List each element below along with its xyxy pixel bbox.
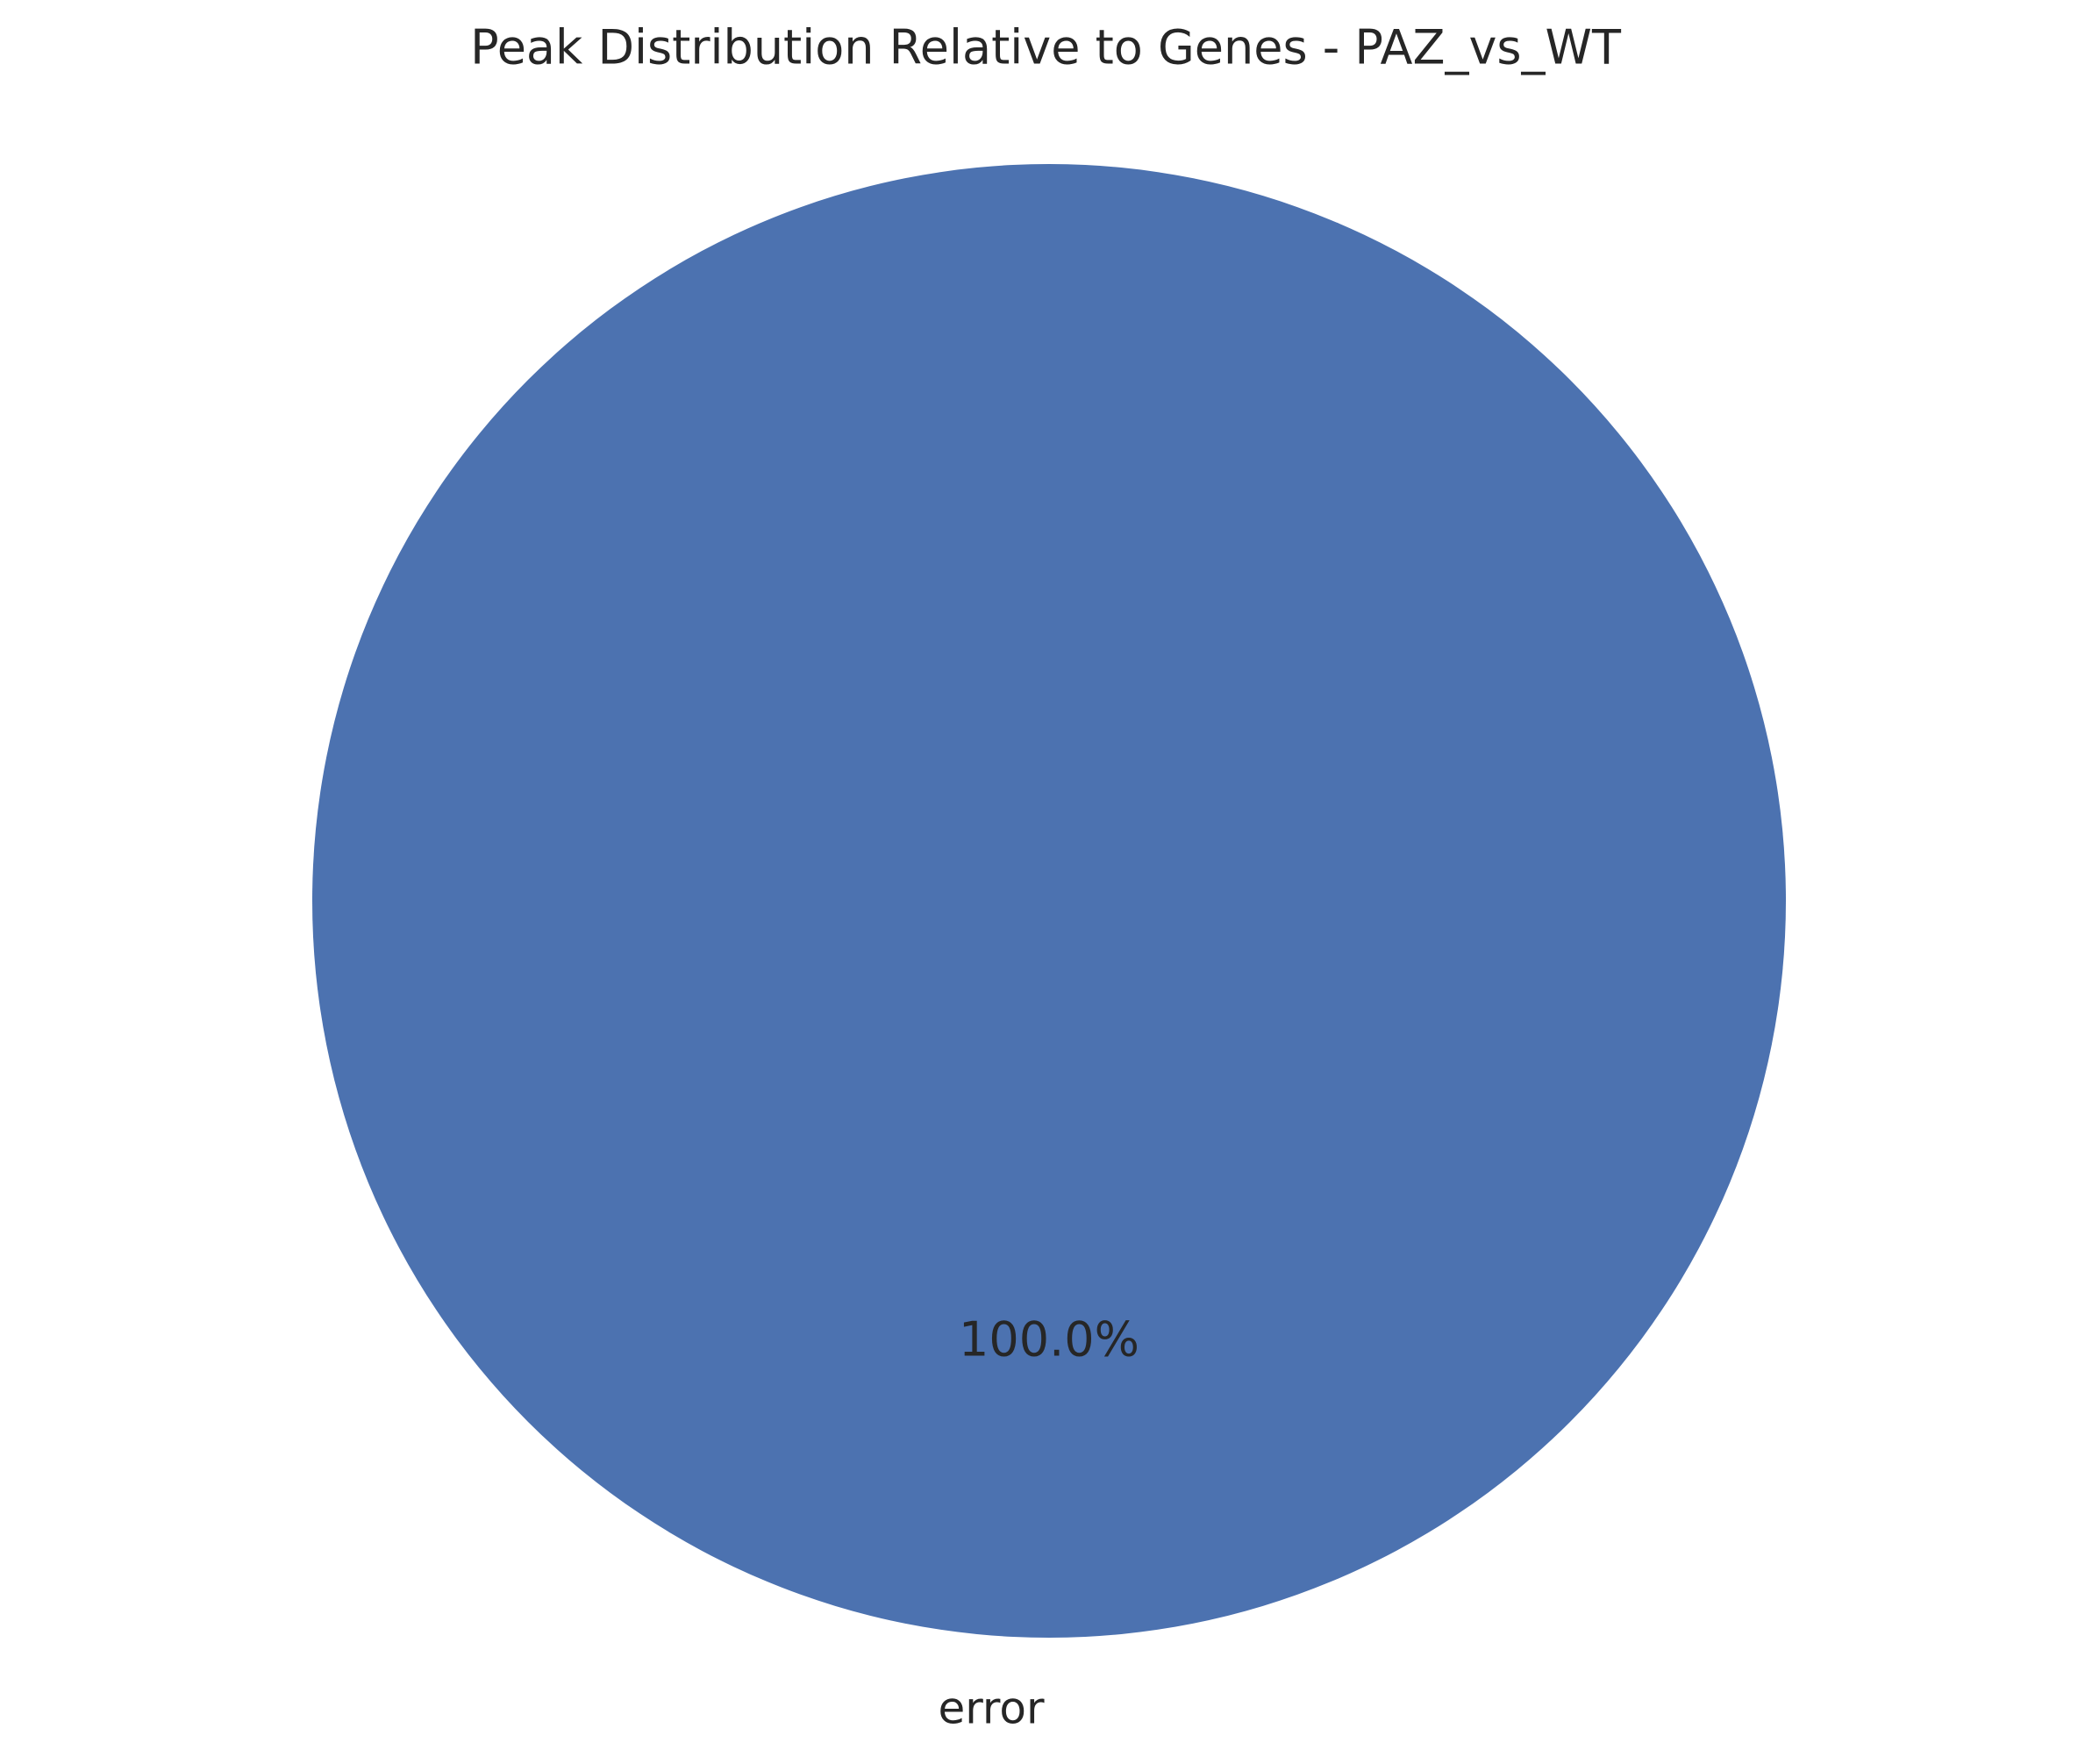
chart-title: Peak Distribution Relative to Genes - PA… <box>470 20 1622 75</box>
pie-slices <box>312 164 1786 1638</box>
pie-slice-pct-label: 100.0% <box>959 1312 1139 1368</box>
pie-slice-category-label: error <box>938 1683 1044 1734</box>
pie-slice-error <box>312 164 1786 1638</box>
pie-labels: 100.0% error <box>938 1312 1139 1734</box>
